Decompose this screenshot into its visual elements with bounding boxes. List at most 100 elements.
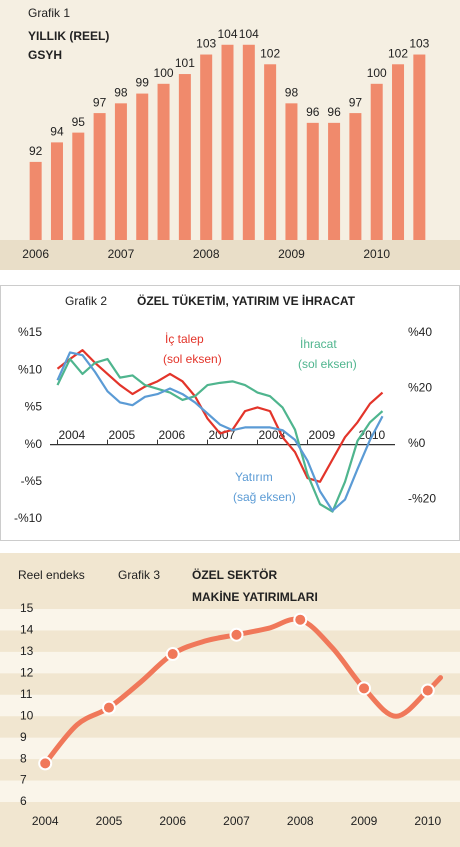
value-label: 104 — [217, 27, 237, 41]
point — [101, 700, 116, 715]
bar — [306, 122, 319, 240]
bar — [178, 74, 191, 240]
chart-subtitle: GSYH — [28, 48, 62, 62]
y-label: Reel endeks — [18, 568, 85, 582]
bar — [349, 113, 362, 240]
y-tick-label: %15 — [18, 325, 42, 339]
series-label: İç talep — [165, 332, 204, 346]
point — [293, 612, 308, 627]
x-tick-label: 2005 — [109, 428, 136, 442]
point — [357, 681, 372, 696]
y-tick-label: 8 — [20, 751, 27, 765]
grid-band — [0, 737, 460, 760]
bar — [157, 83, 170, 240]
chart-title: Grafik 1 — [28, 6, 70, 20]
y-tick-label: 12 — [20, 666, 34, 680]
bar — [264, 64, 277, 241]
bar — [221, 44, 234, 241]
panel-2-bg — [0, 285, 460, 541]
y2-tick-label: %40 — [408, 325, 432, 339]
y-tick-label: %0 — [25, 437, 43, 451]
value-label: 100 — [154, 66, 174, 80]
y-tick-label: %5 — [25, 400, 43, 414]
value-label: 97 — [349, 95, 363, 109]
chart-title: ÖZEL SEKTÖR — [192, 567, 277, 582]
y2-tick-label: -%20 — [408, 492, 436, 506]
series-label: Yatırım — [235, 470, 273, 484]
bar — [50, 142, 63, 240]
bar — [242, 44, 255, 241]
x-tick-label: 2009 — [309, 428, 336, 442]
x-tick-label: 2006 — [22, 247, 49, 261]
y-tick-label: 14 — [20, 623, 34, 637]
bar — [370, 83, 383, 240]
value-label: 96 — [327, 105, 341, 119]
y-tick-label: 13 — [20, 644, 34, 658]
grid-band — [0, 609, 460, 631]
bar — [72, 132, 85, 240]
y-tick-label: 11 — [20, 687, 33, 701]
y-tick-label: -%5 — [21, 474, 43, 488]
y2-tick-label: %20 — [408, 381, 432, 395]
y-tick-label: 6 — [20, 794, 27, 808]
bar — [114, 103, 127, 240]
x-tick-label: 2010 — [414, 814, 441, 828]
grid-band — [0, 651, 460, 674]
chart-subtitle: Grafik 2 — [65, 294, 107, 308]
value-label: 101 — [175, 56, 195, 70]
value-label: 102 — [260, 46, 280, 60]
x-tick-label: 2004 — [59, 428, 86, 442]
x-tick-label: 2004 — [32, 814, 59, 828]
panel-1-axis-strip — [0, 240, 460, 270]
value-label: 95 — [72, 115, 86, 129]
bar — [136, 93, 149, 240]
y-tick-label: 10 — [20, 708, 34, 722]
point — [38, 756, 53, 771]
grid-band — [0, 780, 460, 802]
chart-title: MAKİNE YATIRIMLARI — [192, 589, 318, 604]
chart-title: ÖZEL TÜKETİM, YATIRIM VE İHRACAT — [137, 293, 356, 308]
y-tick-label: 7 — [20, 773, 27, 787]
series-label: İhracat — [300, 337, 337, 351]
series-note: (sağ eksen) — [233, 490, 296, 504]
bar — [328, 122, 341, 240]
x-tick-label: 2008 — [287, 814, 314, 828]
y-tick-label: 9 — [20, 730, 27, 744]
value-label: 99 — [136, 76, 150, 90]
series-line — [56, 351, 384, 512]
x-tick-label: 2005 — [96, 814, 123, 828]
value-label: 98 — [285, 86, 299, 100]
x-tick-label: 2009 — [278, 247, 305, 261]
point — [229, 627, 244, 642]
value-label: 104 — [239, 27, 259, 41]
x-tick-label: 2008 — [193, 247, 220, 261]
value-label: 94 — [50, 125, 64, 139]
y-tick-label: -%10 — [14, 511, 42, 525]
x-tick-label: 2010 — [363, 247, 390, 261]
bar — [200, 54, 213, 241]
value-label: 96 — [306, 105, 320, 119]
value-label: 102 — [388, 46, 408, 60]
value-label: 103 — [196, 37, 216, 51]
y2-tick-label: %0 — [408, 436, 426, 450]
bar — [93, 113, 106, 240]
value-label: 97 — [93, 95, 107, 109]
x-tick-label: 2006 — [159, 428, 186, 442]
x-tick-label: 2009 — [351, 814, 378, 828]
y-tick-label: 15 — [20, 601, 34, 615]
bar — [29, 161, 42, 240]
series-note: (sol eksen) — [163, 352, 222, 366]
value-label: 92 — [29, 144, 43, 158]
x-tick-label: 2007 — [108, 247, 135, 261]
point — [165, 647, 180, 662]
x-tick-label: 2007 — [223, 814, 250, 828]
bar — [413, 54, 426, 241]
chart-subtitle: Grafik 3 — [118, 568, 160, 582]
bar — [392, 64, 405, 241]
value-label: 100 — [367, 66, 387, 80]
bar — [285, 103, 298, 240]
value-label: 98 — [114, 86, 128, 100]
chart-subtitle: YILLIK (REEL) — [28, 29, 109, 43]
value-label: 103 — [409, 37, 429, 51]
